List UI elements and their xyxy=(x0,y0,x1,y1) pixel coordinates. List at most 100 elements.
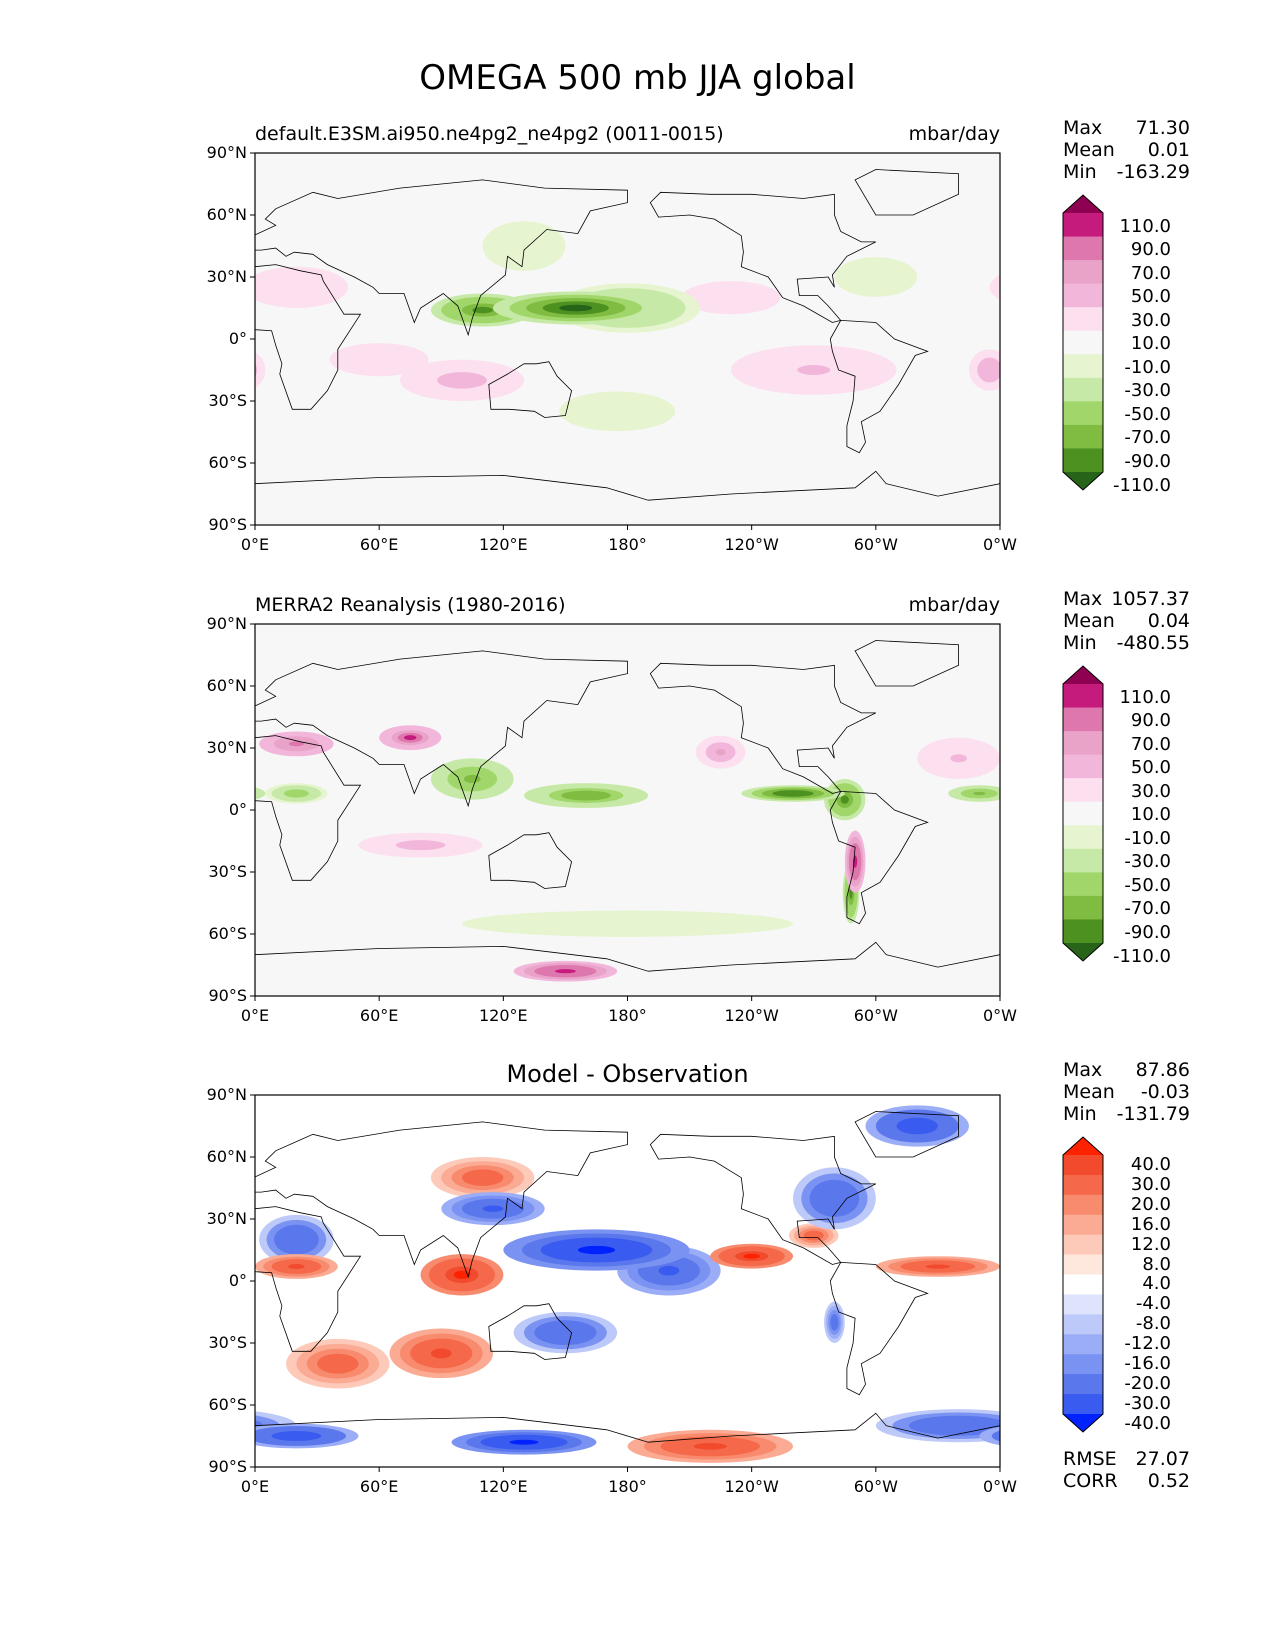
contour-blob xyxy=(1259,961,1275,982)
contour-blob xyxy=(979,1426,1000,1446)
contour-blob xyxy=(472,306,493,314)
colorbar-swatch xyxy=(1063,754,1103,779)
colorbar-level-label: 50.0 xyxy=(1130,286,1171,308)
colorbar-level-label: 8.0 xyxy=(1142,1253,1171,1275)
contour-blob xyxy=(1176,1157,1275,1198)
contour-blob xyxy=(79,252,182,302)
contour-blob xyxy=(168,1262,218,1270)
y-tick-label: 60°N xyxy=(206,205,247,224)
colorbar-swatch xyxy=(1063,919,1103,944)
contour-blob xyxy=(797,365,831,375)
contour-blob xyxy=(104,843,116,880)
x-tick-label: 120°W xyxy=(724,535,779,554)
contour-blob xyxy=(715,748,726,756)
colorbar-swatch xyxy=(1063,1334,1103,1355)
x-tick-label: 120°W xyxy=(724,1477,779,1496)
panel-title-center: Model - Observation xyxy=(506,1060,749,1088)
colorbar-swatch xyxy=(1063,801,1103,826)
contour-blob xyxy=(1174,1258,1240,1291)
stat-label-mean: Mean xyxy=(1063,610,1115,632)
x-tick-label: 180° xyxy=(608,1006,647,1025)
contour-blob xyxy=(840,795,849,804)
contour-blob xyxy=(156,1260,231,1272)
stat-value-mean: -0.03 xyxy=(1140,1081,1190,1103)
colorbar-swatch xyxy=(1063,707,1103,732)
contour-blob xyxy=(1197,1165,1259,1190)
colorbar-level-label: -20.0 xyxy=(1124,1373,1171,1395)
y-tick-label: 30°S xyxy=(208,391,247,410)
contour-blob xyxy=(255,787,266,800)
contour-blob xyxy=(1267,1233,1275,1266)
contour-blob xyxy=(120,272,141,282)
contour-blob xyxy=(408,842,433,848)
y-tick-label: 0° xyxy=(228,800,247,819)
colorbar-swatch xyxy=(1063,1374,1103,1395)
colorbar-swatch xyxy=(1063,1294,1103,1315)
stat-value-min: -131.79 xyxy=(1116,1103,1190,1125)
contour-blob xyxy=(290,791,303,796)
colorbar-swatch xyxy=(1063,895,1103,920)
contour-blob xyxy=(81,1306,98,1339)
stat-value-min: -163.29 xyxy=(1116,161,1190,183)
contour-blob xyxy=(464,774,481,784)
contour-blob xyxy=(1217,1174,1238,1182)
x-tick-label: 120°W xyxy=(724,1006,779,1025)
colorbar-swatch xyxy=(1063,448,1103,473)
contour-blob xyxy=(1228,1205,1249,1212)
contour-blob xyxy=(1034,741,1049,746)
x-tick-label: 0°W xyxy=(983,1006,1017,1025)
contour-blob xyxy=(255,789,260,798)
stat-value-max: 1057.37 xyxy=(1111,588,1190,610)
panel-title-left: default.E3SM.ai950.ne4pg2_ne4pg2 (0011-0… xyxy=(255,123,724,145)
colorbar-level-label: -10.0 xyxy=(1124,356,1171,378)
contour-blob xyxy=(7,787,90,800)
colorbar-swatch xyxy=(1063,354,1103,379)
x-tick-label: 180° xyxy=(608,535,647,554)
colorbar-level-label: 30.0 xyxy=(1130,1173,1171,1195)
contour-blob xyxy=(989,274,1000,300)
map-panel-test xyxy=(0,152,1275,530)
contour-blob xyxy=(85,1314,93,1331)
contour-field xyxy=(0,1105,1275,1463)
panel-units: mbar/day xyxy=(908,123,1000,145)
map-background xyxy=(255,153,1000,525)
contour-blob xyxy=(17,789,79,799)
contour-blob xyxy=(48,1167,131,1229)
colorbar-level-label: -110.0 xyxy=(1112,474,1171,496)
contour-blob xyxy=(1217,215,1275,277)
contour-blob xyxy=(222,790,247,797)
y-tick-label: 0° xyxy=(228,329,247,348)
colorbar-swatch xyxy=(1063,330,1103,355)
contour-blob xyxy=(1182,372,1232,389)
colorbar-swatch xyxy=(1063,1314,1103,1335)
colorbar-level-label: -30.0 xyxy=(1124,851,1171,873)
map-panel-reference xyxy=(7,623,1275,1001)
x-tick-label: 0°E xyxy=(240,1477,270,1496)
contour-blob xyxy=(1255,295,1275,321)
contour-blob xyxy=(1240,1437,1275,1447)
contour-blob xyxy=(513,239,535,253)
contour-blob xyxy=(453,1270,471,1279)
y-tick-label: 60°S xyxy=(208,1395,247,1414)
contour-blob xyxy=(288,1234,304,1245)
contour-blob xyxy=(0,1249,32,1264)
colorbar-outline xyxy=(1062,1136,1104,1433)
colorbar-swatch xyxy=(1063,1274,1103,1295)
colorbar-level-label: -70.0 xyxy=(1124,898,1171,920)
colorbar-extend-max xyxy=(1063,1137,1103,1155)
contour-blob xyxy=(1017,1259,1067,1274)
colorbar-level-label: -90.0 xyxy=(1124,922,1171,943)
contour-blob xyxy=(1248,234,1275,259)
contour-blob xyxy=(1017,785,1067,802)
coastline xyxy=(649,662,876,794)
y-tick-label: 90°N xyxy=(206,614,247,633)
contour-blob xyxy=(1166,1254,1249,1295)
contour-blob xyxy=(449,376,475,385)
contour-blob xyxy=(925,1264,951,1269)
contour-blob xyxy=(0,281,36,314)
colorbar xyxy=(1062,1136,1104,1433)
y-tick-label: 60°S xyxy=(208,453,247,472)
colorbar-swatch xyxy=(1063,1214,1103,1236)
colorbar xyxy=(1062,665,1104,962)
stat-label-rmse: RMSE xyxy=(1063,1448,1117,1470)
